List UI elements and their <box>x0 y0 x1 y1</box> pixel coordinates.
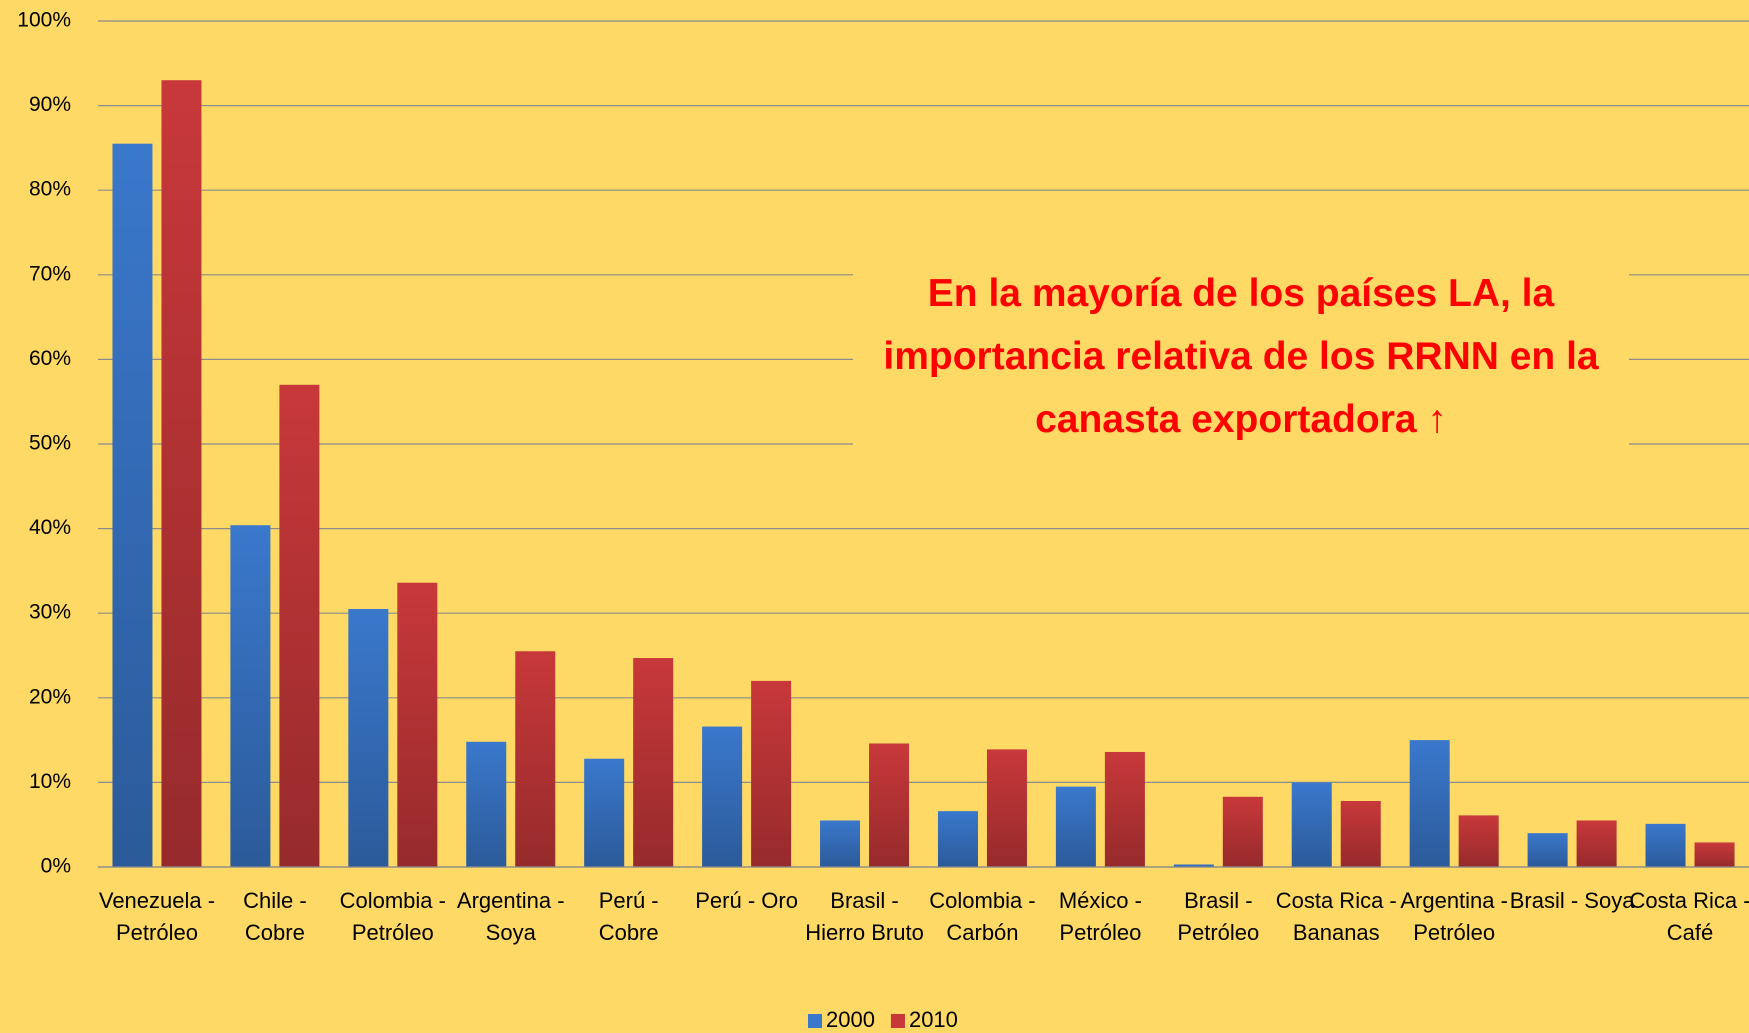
x-tick-label: Brasil - Petróleo <box>1177 888 1260 945</box>
x-tick-label: Brasil - Soya <box>1509 888 1635 913</box>
bar <box>397 582 438 867</box>
legend-swatch <box>808 1014 822 1028</box>
bar <box>584 758 625 867</box>
y-tick-label: 70% <box>29 262 71 285</box>
x-tick-label: Colombia - Petróleo <box>339 888 446 945</box>
bar <box>751 680 792 867</box>
x-tick-label: Costa Rica - Café <box>1629 888 1749 945</box>
y-tick-label: 30% <box>29 601 71 624</box>
x-tick-label: Brasil - Hierro Bruto <box>805 888 924 945</box>
x-tick-label: Argentina - Petróleo <box>1400 888 1508 945</box>
y-tick-label: 40% <box>29 516 71 539</box>
y-tick-label: 100% <box>17 9 71 32</box>
x-tick-label: Venezuela - Petróleo <box>98 888 216 945</box>
x-tick-label: Costa Rica - Bananas <box>1275 888 1397 945</box>
bar <box>1291 782 1332 867</box>
bar <box>820 820 861 867</box>
bar <box>1340 801 1381 867</box>
x-tick-label: Argentina - Soya <box>456 888 565 945</box>
x-tick-label: Perú - Oro <box>695 888 798 913</box>
bar <box>466 741 507 867</box>
bar <box>633 658 674 867</box>
x-tick-label: México - Petróleo <box>1058 888 1142 945</box>
y-tick-label: 0% <box>41 855 71 878</box>
bar <box>515 651 556 867</box>
y-tick-label: 20% <box>29 685 71 708</box>
x-tick-label: Chile - Cobre <box>243 888 307 945</box>
legend-label: 2010 <box>909 1007 958 1032</box>
y-tick-label: 50% <box>29 432 71 455</box>
x-tick-label: Perú - Cobre <box>598 888 659 945</box>
bar <box>1055 786 1096 867</box>
legend-label: 2000 <box>826 1007 875 1032</box>
bar <box>230 525 271 867</box>
bar <box>1104 751 1145 867</box>
bar <box>869 743 910 867</box>
bar <box>112 143 153 868</box>
bar <box>1409 740 1450 867</box>
y-tick-label: 80% <box>29 178 71 201</box>
bar <box>986 749 1027 867</box>
bar <box>348 608 389 867</box>
bar <box>279 384 320 867</box>
x-tick-label: Colombia - Carbón <box>929 888 1036 945</box>
bar <box>1222 796 1263 867</box>
bar <box>1645 823 1686 867</box>
bar <box>1458 815 1499 867</box>
bar <box>1576 820 1617 867</box>
legend-swatch <box>890 1014 905 1028</box>
y-tick-label: 60% <box>29 347 71 370</box>
bar <box>1527 833 1568 867</box>
bar <box>702 726 743 867</box>
y-tick-label: 10% <box>29 770 71 793</box>
bar <box>161 80 202 868</box>
bar <box>937 811 978 867</box>
bar <box>1694 842 1735 867</box>
y-tick-label: 90% <box>29 93 71 116</box>
annotation: En la mayoría de los países LA, la impor… <box>853 258 1629 455</box>
